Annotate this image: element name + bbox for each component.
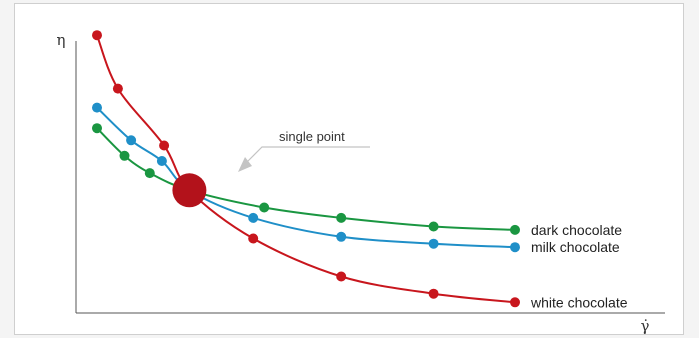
annotation-label: single point	[279, 129, 345, 144]
annotation-leader-line	[245, 146, 370, 164]
data-point-dark-chocolate-2	[144, 168, 155, 179]
data-point-white-chocolate-2	[159, 140, 170, 151]
annotation-arrowhead	[238, 157, 252, 172]
y-axis-label: η	[57, 31, 66, 49]
data-point-milk-chocolate-5	[336, 231, 347, 242]
axes: η γ̇	[57, 31, 665, 335]
single-point-marker	[172, 173, 207, 208]
data-point-white-chocolate-4	[248, 233, 259, 244]
data-point-white-chocolate-1	[112, 83, 123, 94]
data-point-dark-chocolate-1	[119, 150, 130, 161]
series-line-white-chocolate	[96, 34, 516, 304]
data-point-dark-chocolate-7	[510, 224, 520, 235]
data-point-milk-chocolate-6	[428, 238, 439, 249]
series-label-white-chocolate: white chocolate	[530, 294, 628, 310]
series-layer	[92, 30, 520, 308]
data-point-milk-chocolate-2	[156, 156, 167, 166]
x-axis-label: γ̇	[641, 317, 650, 335]
data-point-white-chocolate-0	[92, 30, 102, 41]
series-label-dark-chocolate: dark chocolate	[531, 222, 622, 238]
data-point-milk-chocolate-1	[126, 135, 137, 146]
annotation-layer: single point	[238, 129, 370, 172]
data-point-milk-chocolate-0	[92, 102, 102, 113]
data-point-white-chocolate-5	[336, 271, 347, 282]
series-label-milk-chocolate: milk chocolate	[531, 239, 620, 255]
data-point-milk-chocolate-4	[248, 212, 259, 223]
data-point-dark-chocolate-4	[259, 202, 270, 213]
data-point-dark-chocolate-5	[336, 212, 347, 223]
data-point-white-chocolate-6	[428, 288, 439, 299]
data-point-white-chocolate-7	[510, 297, 520, 308]
data-point-milk-chocolate-7	[510, 242, 520, 253]
data-point-dark-chocolate-0	[92, 123, 102, 134]
data-point-dark-chocolate-6	[428, 221, 439, 232]
